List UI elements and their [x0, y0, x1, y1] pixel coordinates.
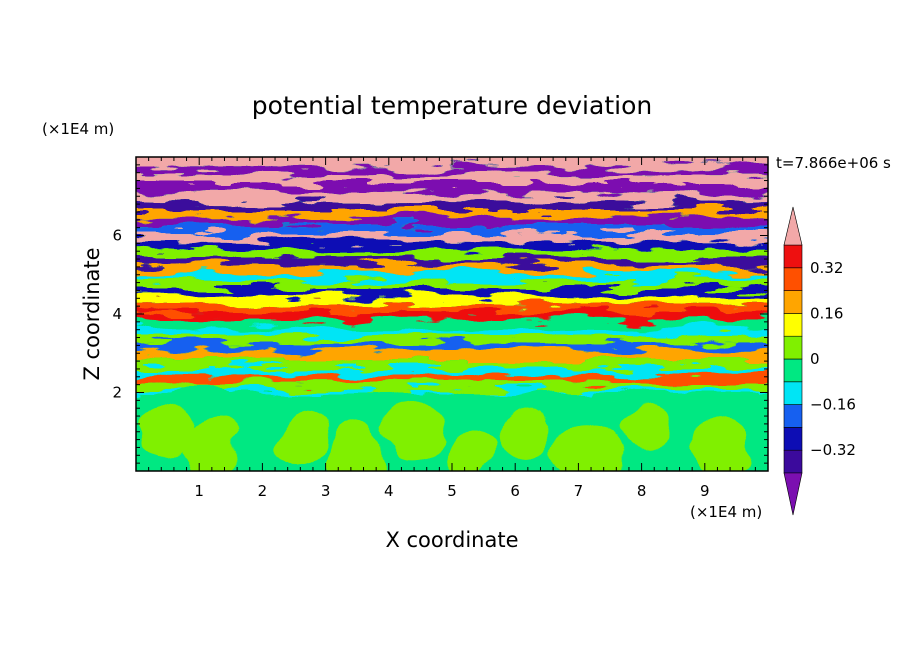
colorbar-segment: [783, 335, 803, 360]
contour-band: [136, 335, 768, 344]
axis-ticks: [135, 156, 769, 472]
chart-title: potential temperature deviation: [252, 91, 652, 120]
contour-band: [136, 288, 768, 297]
contour-band: [136, 319, 768, 328]
contour-band: [136, 343, 768, 352]
colorbar-segment: [783, 427, 803, 451]
contour-band: [136, 225, 768, 234]
x-tick-label: 3: [321, 482, 331, 500]
lower-patch: [689, 421, 746, 471]
y-axis-label: Z coordinate: [80, 247, 104, 380]
contour-band: [136, 312, 768, 320]
x-tick-label: 2: [258, 482, 268, 500]
contour-band: [136, 374, 768, 383]
contour-band: [136, 183, 768, 194]
x-tick-label: 9: [700, 482, 710, 500]
contour-band: [136, 233, 768, 242]
colorbar-extend-bottom: [783, 472, 803, 516]
contour-band: [136, 193, 768, 203]
contour-band: [136, 304, 768, 313]
x-tick-label: 6: [510, 482, 520, 500]
contour-band: [136, 296, 768, 305]
lower-patch: [136, 405, 190, 458]
lower-patch: [329, 429, 386, 471]
x-axis-label: X coordinate: [385, 528, 518, 552]
contour-band: [136, 359, 768, 367]
contour-band: [136, 327, 768, 336]
colorbar-segment: [783, 244, 803, 269]
colorbar-extend-top: [783, 206, 803, 246]
contour-band: [136, 264, 768, 273]
colorbar-segment: [783, 358, 803, 383]
y-tick-label: 2: [112, 384, 122, 402]
lower-patch: [499, 409, 556, 462]
x-tick-label: 7: [574, 482, 584, 500]
colorbar-segment: [783, 313, 803, 337]
y-tick-labels: 2 4 6: [112, 227, 122, 402]
colorbar-label: 0.32: [810, 259, 843, 277]
contour-band: [136, 241, 768, 250]
contour-band: [136, 351, 768, 360]
contour-band: [136, 257, 768, 265]
contour-band: [136, 272, 768, 281]
colorbar-segment: [783, 290, 803, 314]
lower-patch: [272, 413, 329, 466]
x-tick-label: 5: [447, 482, 457, 500]
contour-band: [136, 249, 768, 258]
contour-band: [136, 382, 768, 390]
colorbar-segment: [783, 404, 803, 428]
contour-band: [136, 166, 768, 175]
colorbar-segment: [783, 449, 803, 474]
x-tick-label: 8: [637, 482, 647, 500]
lower-patch: [386, 401, 443, 454]
colorbar-segment: [783, 381, 803, 405]
x-tick-label: 4: [384, 482, 394, 500]
plot-area: [136, 157, 768, 471]
lower-patch: [613, 405, 670, 458]
contour-band: [136, 209, 768, 218]
contour-band: [136, 280, 768, 289]
contour-band: [136, 366, 768, 375]
colorbar: [783, 206, 803, 516]
x-tick-label: 1: [194, 482, 204, 500]
time-label: t=7.866e+06 s: [776, 154, 891, 172]
lower-patch: [183, 421, 240, 471]
colorbar-label: −0.32: [810, 441, 856, 459]
y-tick-label: 4: [112, 305, 122, 323]
y-tick-label: 6: [112, 227, 122, 245]
lower-patch: [556, 429, 613, 471]
colorbar-labels: 0.32 0.16 0 −0.16 −0.32: [810, 259, 856, 459]
contour-band: [136, 217, 768, 226]
colorbar-segment: [783, 267, 803, 291]
colorbar-label: −0.16: [810, 396, 856, 414]
contour-band: [136, 174, 768, 184]
x-unit-label: (×1E4 m): [690, 503, 762, 521]
x-tick-labels: 1 2 3 4 5 6 7 8 9: [194, 482, 709, 500]
contour-band: [136, 202, 768, 210]
lower-layer: [136, 394, 768, 471]
lower-patch: [442, 425, 499, 471]
colorbar-label: 0.16: [810, 304, 843, 322]
contour-band: [136, 389, 768, 395]
colorbar-label: 0: [810, 350, 820, 368]
y-unit-label: (×1E4 m): [42, 120, 114, 138]
